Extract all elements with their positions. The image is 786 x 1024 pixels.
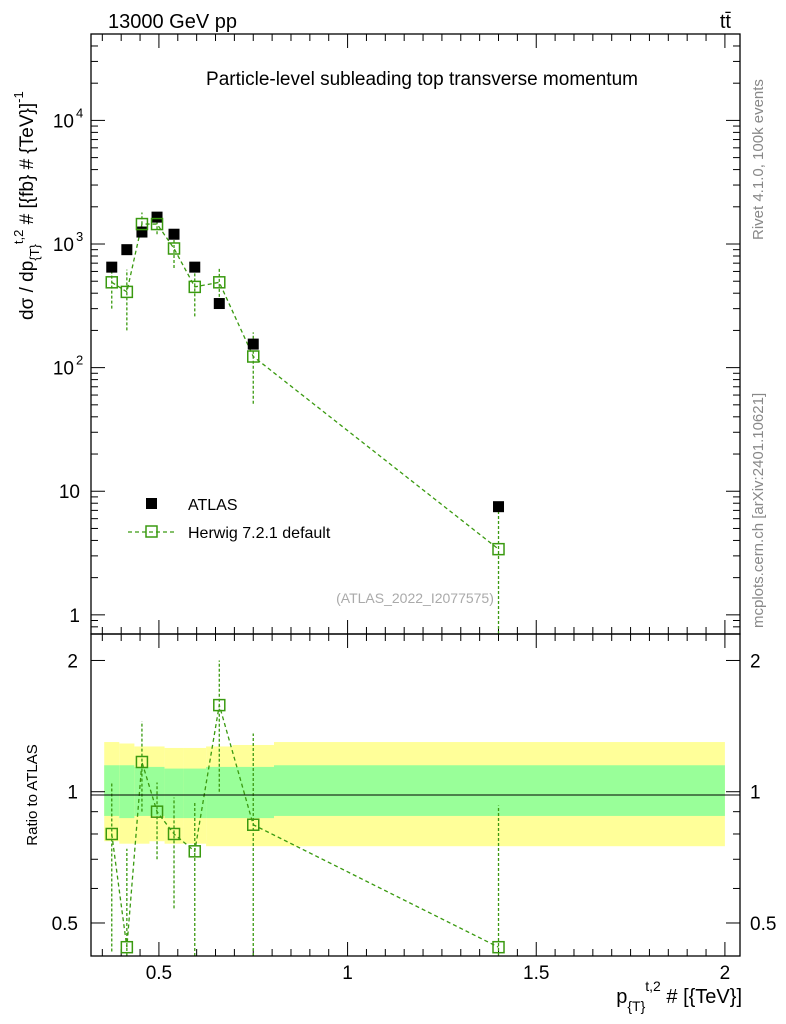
atlas-point (168, 228, 180, 240)
atlas-point (106, 261, 118, 273)
ylabel-sup-t2: t,2 (11, 230, 26, 244)
main-ytick-label: 10 (53, 111, 74, 132)
herwig-ratio-point (247, 818, 260, 831)
rivet-label: Rivet 4.1.0, 100k events (750, 79, 767, 240)
herwig-point (167, 242, 181, 255)
atlas-point (121, 244, 133, 256)
herwig-point (105, 276, 119, 289)
xlabel-sup-t2: t,2 (645, 978, 661, 994)
xtick-label: 0.5 (146, 963, 172, 984)
legend-atlas-label: ATLAS (188, 497, 238, 514)
herwig-ratio-point (135, 755, 149, 769)
svg-text:dσ / dp{T}t,2 # [{fb} # {TeV}]: dσ / dp{T}t,2 # [{fb} # {TeV}]-1 (11, 91, 42, 320)
main-frame (90, 33, 741, 635)
xtick-label: 2 (720, 963, 731, 984)
xtick-label: 1.5 (523, 963, 549, 984)
ylabel-sub-t: {T} (27, 243, 42, 260)
herwig-point (188, 280, 202, 294)
analysis-watermark: (ATLAS_2022_I2077575) (336, 590, 494, 606)
main-ytick-exponent: 4 (76, 105, 83, 120)
herwig-point (213, 276, 226, 289)
ylabel-part-main: dσ / dp (17, 261, 38, 320)
main-ylabel: dσ / dp{T}t,2 # [{fb} # {TeV}]-1 (11, 91, 42, 320)
ratio-ytick-label-right: 0.5 (750, 914, 776, 935)
main-ytick-exponent: 3 (76, 229, 83, 244)
atlas-point (151, 211, 163, 223)
xlabel-p: p (616, 986, 627, 1008)
ratio-band-inner (183, 768, 207, 819)
ratio-axis-ticks: 0.5 1 1.5 2 0.5 0.5 1 1 2 2 (52, 634, 776, 984)
xtick-label: 1 (342, 963, 353, 984)
herwig-ratio-point (213, 698, 226, 712)
herwig-ratio-point (492, 940, 505, 954)
ratio-ytick-label-right: 1 (750, 783, 761, 804)
legend-herwig-marker (145, 525, 158, 538)
ratio-ytick-label: 2 (67, 651, 78, 672)
ratio-ylabel: Ratio to ATLAS (24, 744, 41, 845)
main-ytick-exponent: 2 (76, 353, 83, 368)
herwig-ratio-point (167, 827, 181, 841)
ratio-band-inner (164, 768, 184, 819)
herwig-ratio-line (111, 704, 499, 948)
mcplots-label: mcplots.cern.ch [arXiv:2401.10621] (750, 393, 767, 628)
legend-herwig-label: Herwig 7.2.1 default (188, 525, 331, 542)
herwig-ratio-point (120, 940, 134, 954)
main-ytick-label: 1 (69, 606, 80, 627)
atlas-point (493, 501, 505, 513)
ratio-band-inner (274, 765, 725, 816)
legend: ATLAS Herwig 7.2.1 default (128, 497, 331, 542)
xlabel-units: # [{TeV}] (661, 986, 742, 1008)
ylabel-units: # [{fb} # {TeV}] (17, 103, 38, 230)
ratio-series (105, 660, 505, 956)
herwig-ratio-point (188, 845, 202, 858)
herwig-ratio-point (105, 827, 119, 841)
main-title: Particle-level subleading top transverse… (206, 69, 638, 90)
main-ytick-label: 10 (53, 359, 74, 380)
atlas-point (213, 298, 225, 310)
herwig-point (492, 542, 505, 556)
main-ytick-label: 10 (59, 482, 80, 503)
xlabel-sub-t: {T} (627, 998, 645, 1014)
herwig-point (120, 285, 134, 299)
herwig-point (135, 217, 149, 231)
main-ytick-label: 10 (53, 235, 74, 256)
header-right: tt̄ (720, 11, 732, 33)
ratio-ytick-label: 0.5 (52, 914, 78, 935)
header-left: 13000 GeV pp (108, 11, 237, 33)
herwig-point (150, 217, 164, 231)
atlas-point (136, 226, 148, 238)
herwig-point (247, 350, 260, 363)
ratio-ytick-label: 1 (67, 783, 78, 804)
xlabel: p{T}t,2 # [{TeV}] (616, 978, 742, 1014)
main-series (105, 211, 505, 634)
herwig-ratio-point (150, 805, 164, 818)
herwig-line (111, 223, 499, 550)
atlas-point (247, 338, 259, 350)
atlas-point (189, 261, 201, 273)
ratio-bands (104, 742, 725, 847)
ratio-ytick-label-right: 2 (750, 651, 761, 672)
legend-atlas-marker (146, 498, 157, 509)
ratio-band-inner (119, 765, 135, 819)
ylabel-sup-minus1: -1 (11, 91, 26, 103)
